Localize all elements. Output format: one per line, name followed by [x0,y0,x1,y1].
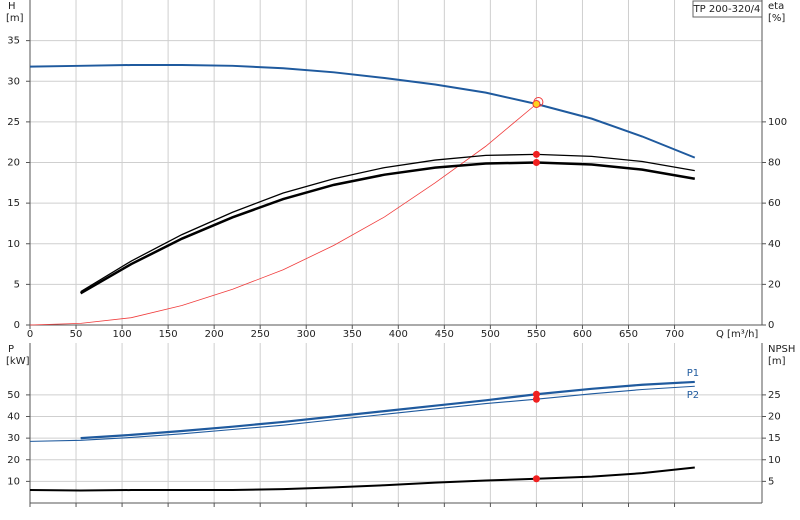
y2-tick-label: 60 [768,198,781,209]
y2-tick-label: 25 [768,390,781,401]
y-tick-label: 10 [7,476,20,487]
y-axis-unit: [m] [6,13,24,24]
y-tick-label: 0 [14,320,20,331]
series-line [29,103,537,326]
x-tick-label: 300 [297,329,316,340]
x-tick-label: 450 [435,329,454,340]
x-tick-label: 250 [251,329,270,340]
y2-tick-label: 0 [768,320,774,331]
y-tick-label: 30 [7,433,20,444]
y-axis-label: H [8,1,16,12]
x-tick-label: 50 [70,329,83,340]
y-tick-label: 50 [7,390,20,401]
y2-axis-unit: [m] [768,356,786,367]
y-tick-label: 10 [7,239,20,250]
y2-tick-label: 80 [768,158,781,169]
x-tick-label: 100 [113,329,132,340]
duty-point [532,395,540,403]
duty-point [532,475,540,483]
duty-point [532,390,540,398]
x-tick-label: 600 [573,329,592,340]
x-tick-label: 500 [481,329,500,340]
y2-axis-unit: [%] [768,13,785,24]
y-tick-label: 15 [7,198,20,209]
y-tick-label: 30 [7,76,20,87]
x-tick-label: 700 [665,329,684,340]
chart-title: TP 200-320/4 [693,4,761,15]
series-line [80,153,695,293]
duty-point [532,150,540,158]
x-tick-label: 550 [527,329,546,340]
series-label: P2 [687,390,699,401]
series-line [29,64,696,159]
y-axis-unit: [kW] [6,356,30,367]
y-tick-label: 5 [14,279,20,290]
y2-tick-label: 20 [768,279,781,290]
series-line [29,466,695,492]
series-line [29,385,695,442]
duty-point [532,100,541,108]
x-tick-label: 150 [159,329,178,340]
duty-point [532,159,540,166]
x-tick-label: 400 [389,329,408,340]
x-tick-label: 0 [27,329,33,340]
y2-tick-label: 100 [768,117,787,128]
y-axis-label: P [8,344,14,355]
x-axis-label: Q [m³/h] [716,329,758,340]
y2-tick-label: 40 [768,239,781,250]
y-tick-label: 25 [7,117,20,128]
y2-tick-label: 20 [768,412,781,423]
y-tick-label: 20 [7,158,20,169]
x-tick-label: 200 [205,329,224,340]
y2-tick-label: 10 [768,455,781,466]
x-tick-label: 650 [619,329,638,340]
y2-tick-label: 15 [768,433,781,444]
y2-axis-label: NPSH [768,344,795,355]
series-label: P1 [687,368,699,379]
y2-tick-label: 5 [768,476,774,487]
y-tick-label: 40 [7,412,20,423]
y2-axis-label: eta [768,1,784,12]
series-line [80,161,695,295]
x-tick-label: 350 [343,329,362,340]
series-line [80,380,695,440]
y-tick-label: 35 [7,36,20,47]
y-tick-label: 20 [7,455,20,466]
